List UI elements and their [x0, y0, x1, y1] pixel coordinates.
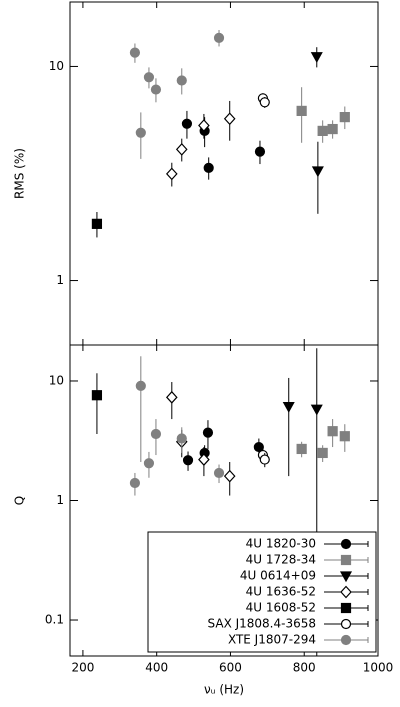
- marker: [317, 125, 328, 137]
- marker: [198, 119, 210, 132]
- y-tick-label: 1: [56, 273, 64, 287]
- marker: [223, 469, 236, 483]
- marker: [296, 105, 307, 116]
- marker: [327, 123, 338, 135]
- marker: [327, 426, 338, 437]
- marker: [311, 166, 324, 178]
- marker: [91, 218, 103, 229]
- marker: [317, 447, 328, 459]
- marker: [202, 427, 214, 438]
- marker: [181, 118, 193, 129]
- legend-label: 4U 0614+09: [240, 569, 316, 583]
- y-axis-label: RMS (%): [13, 148, 27, 199]
- marker: [259, 97, 270, 108]
- marker: [176, 75, 187, 86]
- x-tick-label: 1000: [363, 661, 394, 675]
- marker: [296, 443, 307, 455]
- legend-label: 4U 1636-52: [246, 585, 316, 599]
- marker: [213, 32, 225, 43]
- marker: [135, 380, 146, 391]
- marker: [340, 602, 352, 614]
- marker: [259, 454, 270, 465]
- marker: [182, 455, 194, 466]
- y-tick-label: 0.1: [45, 613, 64, 627]
- marker: [282, 402, 295, 413]
- y-tick-label: 10: [49, 373, 64, 387]
- marker: [175, 142, 188, 156]
- marker: [203, 162, 214, 173]
- marker: [198, 453, 210, 466]
- marker: [253, 441, 264, 453]
- x-tick-label: 600: [219, 661, 242, 675]
- marker: [213, 467, 225, 479]
- marker: [135, 127, 146, 138]
- marker: [165, 167, 178, 181]
- legend-label: XTE J1807-294: [228, 633, 316, 647]
- marker: [339, 112, 350, 123]
- marker: [129, 47, 141, 58]
- x-tick-label: 800: [293, 661, 316, 675]
- legend-label: 4U 1820-30: [246, 537, 316, 551]
- marker: [150, 84, 162, 95]
- marker: [91, 390, 103, 401]
- y-axis-label: Q: [13, 496, 27, 505]
- marker: [339, 571, 353, 583]
- marker: [143, 458, 155, 469]
- y-tick-label: 1: [56, 493, 64, 507]
- marker: [176, 433, 187, 444]
- y-tick-label: 10: [49, 59, 64, 73]
- plot-frame: [69, 1, 379, 346]
- marker: [340, 554, 352, 566]
- x-tick-label: 200: [71, 661, 94, 675]
- x-axis-label: νᵤ (Hz): [204, 683, 244, 697]
- x-tick-label: 400: [145, 661, 168, 675]
- legend-label: 4U 1608-52: [246, 601, 316, 615]
- marker: [340, 634, 352, 646]
- marker: [143, 72, 155, 83]
- marker: [165, 390, 178, 404]
- marker: [340, 585, 352, 599]
- marker: [340, 618, 352, 630]
- marker: [310, 404, 323, 416]
- marker: [340, 538, 352, 550]
- marker: [129, 477, 141, 489]
- marker: [254, 146, 266, 157]
- legend-label: 4U 1728-34: [246, 553, 316, 567]
- marker: [310, 52, 323, 63]
- marker: [150, 428, 162, 440]
- marker: [223, 112, 236, 126]
- legend-label: SAX J1808.4-3658: [208, 617, 316, 631]
- marker: [339, 431, 350, 442]
